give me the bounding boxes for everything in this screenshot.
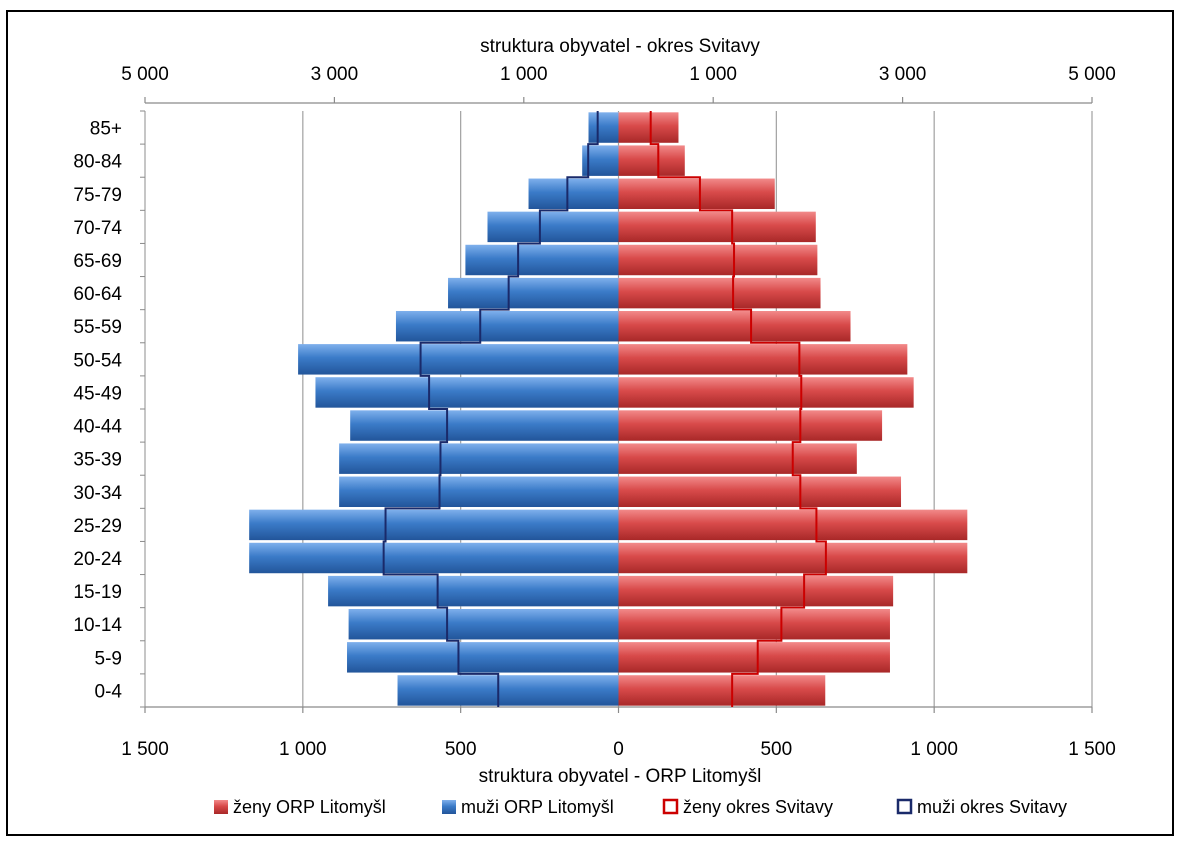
bar-zeny-orp-5-9 [618,642,890,673]
top-tick-label-3: 1 000 [689,64,737,85]
legend-label-muzi-orp: muži ORP Litomyšl [461,797,614,817]
legend-label-muzi-svitavy: muži okres Svitavy [917,797,1067,817]
bottom-tick-label-6: 1 500 [1068,739,1116,760]
category-label-80-84: 80-84 [73,152,122,173]
bar-zeny-orp-60-64 [618,277,821,309]
top-axis-title: struktura obyvatel - okres Svitavy [480,36,760,57]
bar-muzi-orp-0-4 [397,675,619,706]
bar-muzi-orp-45-49 [315,377,619,408]
legend-item-zeny-orp: ženy ORP Litomyšl [214,797,386,817]
bar-muzi-orp-50-54 [298,344,619,375]
bar-zeny-orp-15-19 [618,575,894,607]
bar-zeny-orp-20-24 [618,542,968,574]
category-label-0-4: 0-4 [95,681,123,702]
bar-muzi-orp-20-24 [249,542,619,574]
bottom-tick-label-3: 0 [613,739,624,760]
category-label-40-44: 40-44 [73,417,122,438]
bar-zeny-orp-35-39 [618,443,857,474]
bar-muzi-orp-60-64 [448,277,619,309]
category-label-35-39: 35-39 [73,450,122,471]
bottom-tick-label-1: 1 000 [279,739,327,760]
bar-muzi-orp-85+ [588,112,619,143]
bar-zeny-orp-45-49 [618,377,914,408]
top-tick-label-0: 5 000 [121,64,169,85]
bar-zeny-orp-10-14 [618,608,890,640]
grid-layer [140,97,1093,713]
category-label-30-34: 30-34 [73,483,122,504]
bar-muzi-orp-70-74 [487,211,619,243]
bar-zeny-orp-75-79 [618,178,775,210]
bar-zeny-orp-40-44 [618,410,883,441]
bar-zeny-orp-50-54 [618,344,908,375]
bar-muzi-orp-75-79 [528,178,619,210]
bar-zeny-orp-70-74 [618,211,816,243]
legend-swatch-zeny-svitavy [662,798,679,815]
legend: ženy ORP Litomyšl muži ORP Litomyšl ženy… [214,797,1067,817]
bar-muzi-orp-65-69 [465,244,619,276]
bar-layer [249,112,968,706]
legend-swatch-zeny-orp [214,800,228,814]
bar-muzi-orp-25-29 [249,509,619,541]
bar-muzi-orp-40-44 [350,410,619,441]
bar-zeny-orp-0-4 [618,675,826,706]
bottom-axis-title: struktura obyvatel - ORP Litomyšl [479,766,762,787]
bottom-tick-label-4: 500 [760,739,792,760]
category-axis-labels: 0-4 5-9 10-14 15-19 20-24 25-29 30-34 35-39 40-4… [73,119,122,703]
bar-muzi-orp-30-34 [339,476,619,508]
bar-zeny-orp-55-59 [618,310,851,342]
bar-muzi-orp-35-39 [339,443,619,474]
top-tick-label-4: 3 000 [879,64,927,85]
bar-zeny-orp-65-69 [618,244,818,276]
category-label-10-14: 10-14 [73,615,122,636]
category-label-60-64: 60-64 [73,284,122,305]
legend-label-zeny-svitavy: ženy okres Svitavy [683,797,833,817]
bar-zeny-orp-85+ [618,112,679,143]
bottom-axis-tick-labels: 1 500 1 000 500 0 500 1 000 1 500 [121,739,1116,760]
category-label-15-19: 15-19 [73,582,122,603]
top-tick-label-5: 5 000 [1068,64,1116,85]
category-label-70-74: 70-74 [73,218,122,239]
legend-item-muzi-svitavy: muži okres Svitavy [896,797,1067,817]
category-label-65-69: 65-69 [73,251,122,272]
legend-swatch-muzi-svitavy [896,798,913,815]
category-label-20-24: 20-24 [73,549,122,570]
category-label-85+: 85+ [90,119,122,140]
bottom-tick-label-5: 1 000 [910,739,958,760]
bottom-tick-label-0: 1 500 [121,739,169,760]
legend-label-zeny-orp: ženy ORP Litomyšl [233,797,386,817]
top-tick-label-1: 3 000 [311,64,359,85]
bottom-tick-label-2: 500 [445,739,477,760]
bar-zeny-orp-30-34 [618,476,902,508]
category-label-55-59: 55-59 [73,317,122,338]
category-label-5-9: 5-9 [95,648,122,669]
bar-zeny-orp-25-29 [618,509,968,541]
bar-muzi-orp-15-19 [328,575,619,607]
category-label-75-79: 75-79 [73,185,122,206]
legend-item-zeny-svitavy: ženy okres Svitavy [662,797,833,817]
outline-zeny-svitavy [649,111,827,707]
bar-muzi-orp-10-14 [348,608,619,640]
legend-swatch-muzi-orp [442,800,456,814]
legend-item-muzi-orp: muži ORP Litomyšl [442,797,614,817]
bar-muzi-orp-5-9 [347,642,619,673]
bar-zeny-orp-80-84 [618,145,685,176]
top-axis-tick-labels: 5 000 3 000 1 000 1 000 3 000 5 000 [121,64,1116,85]
category-label-25-29: 25-29 [73,516,122,537]
outline-layer [382,111,827,707]
category-label-45-49: 45-49 [73,383,122,404]
bar-muzi-orp-55-59 [395,310,619,342]
top-tick-label-2: 1 000 [500,64,548,85]
outline-muzi-svitavy [382,111,599,707]
category-label-50-54: 50-54 [73,350,122,371]
